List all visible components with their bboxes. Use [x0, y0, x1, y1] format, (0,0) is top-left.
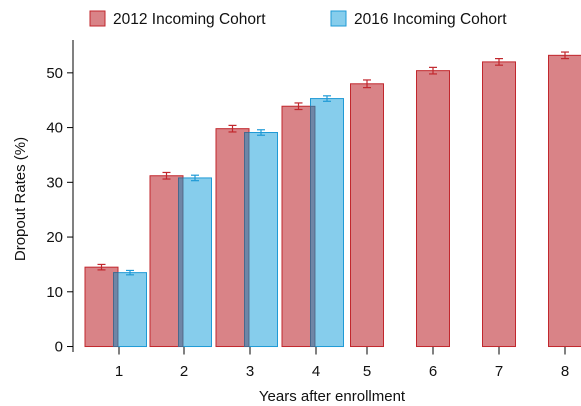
- bar-series-2-1: [113, 272, 147, 348]
- bar-series-1-5: [350, 83, 384, 348]
- error-bar-series-2-4: [323, 95, 331, 102]
- bar-series-1-4: [281, 105, 316, 348]
- error-bar-series-2-2: [191, 174, 199, 182]
- bar-overlap-1: [113, 272, 119, 347]
- bar-series-1-8: [548, 54, 581, 348]
- legend-swatch-1: [89, 10, 106, 27]
- legend-swatch-2: [330, 10, 347, 27]
- bar-series-2-4: [310, 98, 344, 348]
- x-tick-label: 2: [180, 363, 188, 380]
- error-bar-series-2-3: [257, 129, 265, 136]
- y-tick-label: 40: [46, 120, 63, 137]
- bar-overlap-2: [178, 177, 184, 347]
- legend-label-1: 2012 Incoming Cohort: [113, 11, 266, 28]
- legend-label-2: 2016 Incoming Cohort: [354, 11, 507, 28]
- error-bar-series-1-6: [429, 66, 437, 75]
- y-tick-label: 50: [46, 65, 63, 82]
- x-tick-label: 5: [363, 363, 371, 380]
- plot-area: 0 10 20 30 40 50 1 2 3 4 5 6 7 8: [46, 40, 581, 380]
- y-tick-label: 0: [55, 339, 63, 356]
- y-tick-label: 10: [46, 284, 63, 301]
- x-tick-label: 3: [246, 363, 254, 380]
- error-bar-series-1-4: [294, 102, 303, 111]
- y-tick-label: 20: [46, 229, 63, 246]
- error-bar-series-1-8: [561, 51, 569, 60]
- x-tick-label: 7: [495, 363, 503, 380]
- error-bar-series-1-3: [228, 124, 237, 133]
- x-tick-label: 4: [312, 363, 320, 380]
- bar-series-2-2: [178, 177, 212, 348]
- error-bar-series-1-7: [495, 58, 503, 66]
- x-tick-label: 1: [115, 363, 123, 380]
- error-bar-series-1-2: [162, 171, 171, 180]
- bar-series-1-3: [215, 128, 250, 348]
- error-bar-series-1-1: [97, 263, 106, 271]
- y-tick-label: 30: [46, 174, 63, 191]
- y-axis-title: Dropout Rates (%): [12, 137, 29, 261]
- bar-series-1-6: [416, 70, 450, 348]
- x-axis-title: Years after enrollment: [259, 388, 406, 405]
- bar-overlap-4: [310, 105, 316, 347]
- x-tick-label: 6: [429, 363, 437, 380]
- bar-series-1-1: [84, 266, 119, 348]
- x-tick-label: 8: [561, 363, 569, 380]
- bar-series-2-3: [244, 132, 278, 348]
- error-bar-series-2-1: [126, 269, 134, 276]
- error-bar-series-1-5: [363, 79, 371, 89]
- legend: 2012 Incoming Cohort 2016 Incoming Cohort: [89, 10, 507, 28]
- bar-overlap-3: [244, 132, 250, 347]
- bar-series-1-7: [482, 61, 516, 348]
